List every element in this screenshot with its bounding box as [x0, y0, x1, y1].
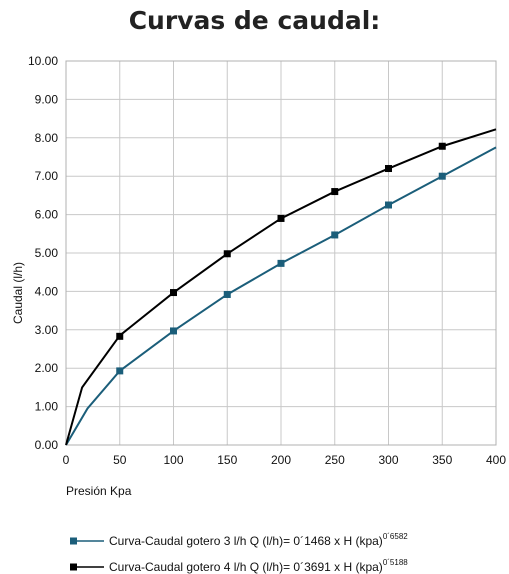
y-tick-label: 7.00: [35, 169, 59, 183]
data-point-marker: [438, 172, 446, 180]
data-point-marker: [116, 367, 124, 375]
plot-border: [65, 60, 497, 446]
legend-marker: [70, 563, 77, 571]
data-point-marker: [223, 290, 231, 298]
data-point-marker: [116, 332, 124, 340]
legend-exponent: 0´5188: [383, 558, 408, 567]
series-line: [65, 146, 497, 446]
data-point-marker: [385, 201, 392, 209]
legend-formula: Q (l/h)= 0´1468 x H (kpa): [250, 534, 383, 548]
x-tick-label: 0: [63, 453, 70, 467]
grid: [65, 60, 497, 446]
legend-formula: Q (l/h)= 0´3691 x H (kpa): [250, 560, 383, 574]
legend-exponent: 0´6582: [383, 532, 408, 541]
legend-series-name: Curva-Caudal gotero 4 l/h: [109, 560, 250, 574]
x-tick-label: 250: [325, 453, 345, 467]
series-group: [65, 128, 497, 446]
x-tick-label: 150: [217, 453, 237, 467]
data-point-marker: [331, 188, 339, 196]
data-point-marker: [385, 165, 392, 173]
legend: Curva-Caudal gotero 3 l/h Q (l/h)= 0´146…: [70, 532, 408, 574]
x-tick-label: 50: [113, 453, 127, 467]
data-point-marker: [170, 327, 177, 335]
data-point-marker: [331, 231, 339, 239]
y-tick-label: 6.00: [35, 208, 59, 222]
x-tick-label: 200: [271, 453, 291, 467]
y-tick-label: 1.00: [35, 400, 59, 414]
data-point-marker: [170, 289, 177, 297]
data-point-marker: [277, 259, 285, 267]
y-tick-label: 4.00: [35, 284, 59, 298]
legend-series-name: Curva-Caudal gotero 3 l/h: [109, 534, 250, 548]
y-axis-label: Caudal (l/h): [11, 262, 25, 324]
data-point-marker: [223, 250, 231, 258]
y-tick-label: 2.00: [35, 361, 59, 375]
data-point-marker: [438, 142, 446, 150]
series-line: [65, 128, 497, 446]
x-tick-label: 400: [486, 453, 506, 467]
data-point-marker: [277, 214, 285, 222]
x-tick-label: 350: [432, 453, 452, 467]
legend-marker: [70, 537, 77, 545]
y-tick-label: 3.00: [35, 323, 59, 337]
x-axis-label: Presión Kpa: [66, 484, 132, 498]
x-tick-label: 300: [378, 453, 398, 467]
y-tick-label: 0.00: [35, 438, 59, 452]
legend-entry: Curva-Caudal gotero 3 l/h Q (l/h)= 0´146…: [109, 532, 408, 548]
y-tick-label: 9.00: [35, 92, 59, 106]
y-tick-labels: 0.00 1.00 2.00 3.00 4.00 5.00 6.00 7.00 8.00 9.00…: [28, 54, 58, 452]
legend-entry: Curva-Caudal gotero 4 l/h Q (l/h)= 0´369…: [109, 558, 408, 574]
y-tick-label: 5.00: [35, 246, 59, 260]
chart-title: Curvas de caudal:: [128, 6, 381, 35]
y-tick-label: 10.00: [28, 54, 58, 68]
x-tick-label: 100: [163, 453, 183, 467]
x-tick-labels: 0 50 100 150 200 250 300 350 400: [63, 453, 507, 467]
y-tick-label: 8.00: [35, 131, 59, 145]
